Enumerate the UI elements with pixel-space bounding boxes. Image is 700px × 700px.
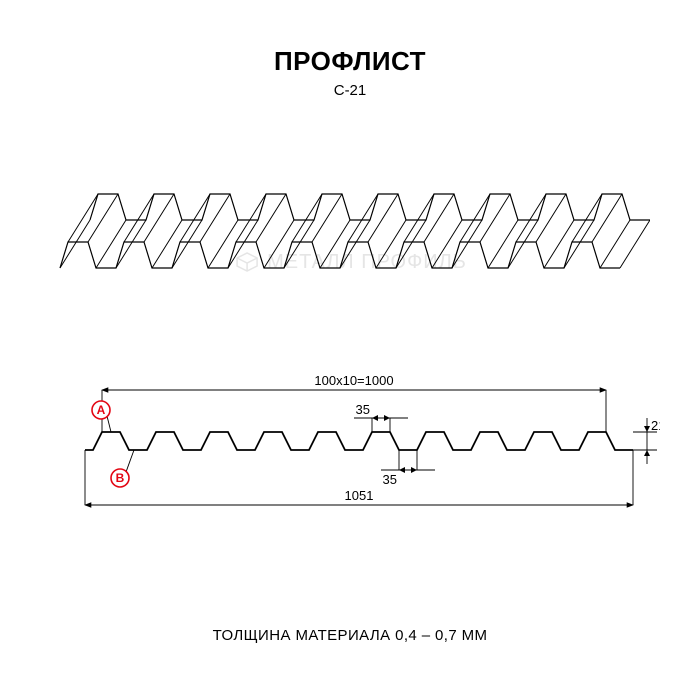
svg-text:35: 35 — [356, 402, 370, 417]
svg-text:A: A — [97, 403, 106, 417]
svg-text:100х10=1000: 100х10=1000 — [314, 373, 393, 388]
diagram-profile: 100х10=1000 1051 35 35 21 A B — [40, 350, 660, 530]
footer-text: ТОЛЩИНА МАТЕРИАЛА 0,4 – 0,7 ММ — [0, 627, 700, 644]
diagram-3d — [50, 140, 650, 310]
svg-text:1051: 1051 — [345, 488, 374, 503]
page-title: ПРОФЛИСТ — [0, 46, 700, 77]
svg-text:B: B — [116, 471, 125, 485]
page-subtitle: С-21 — [0, 82, 700, 99]
page: МЕТАЛЛ ПРОФИЛЬ ПРОФЛИСТ С-21 100х10=1000… — [0, 0, 700, 700]
svg-text:35: 35 — [383, 472, 397, 487]
svg-text:21: 21 — [651, 418, 660, 433]
